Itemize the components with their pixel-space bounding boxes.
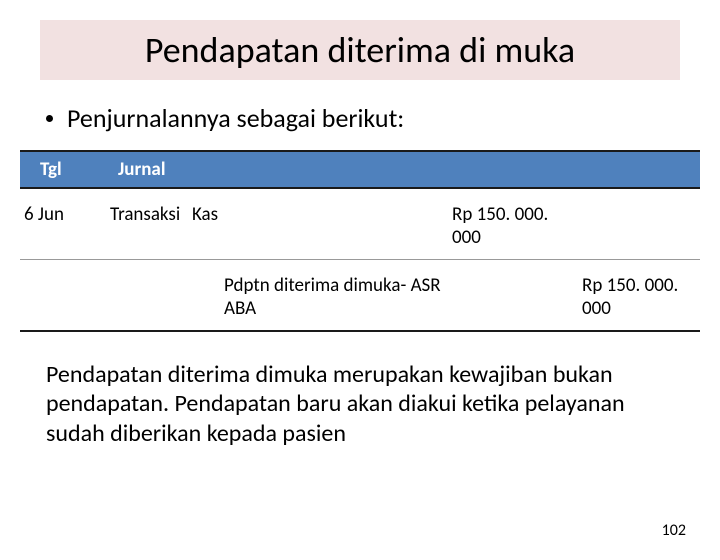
cell-date — [20, 270, 102, 324]
cell-account: Pdptn diterima dimuka- ASR ABA — [188, 270, 448, 324]
journal-table: Tgl Jurnal 6 Jun Transaksi Kas Rp 150. 0… — [20, 150, 700, 332]
table-row: Pdptn diterima dimuka- ASR ABA Rp 150. 0… — [20, 259, 700, 332]
col-header-date: Tgl — [20, 152, 102, 187]
cell-account: Kas — [188, 199, 448, 253]
body-paragraph: Pendapatan diterima dimuka merupakan kew… — [46, 360, 674, 448]
table-header-row: Tgl Jurnal — [20, 150, 700, 187]
cell-debit: Rp 150. 000. 000 — [448, 199, 578, 253]
cell-debit — [448, 270, 578, 324]
bullet-dot — [46, 115, 53, 122]
cell-date: 6 Jun — [20, 199, 102, 253]
page-number: 102 — [662, 521, 686, 540]
slide: Pendapatan diterima di muka Penjurnalann… — [0, 20, 720, 560]
table-row: 6 Jun Transaksi Kas Rp 150. 000. 000 — [20, 187, 700, 259]
slide-title: Pendapatan diterima di muka — [40, 20, 680, 80]
cell-credit — [578, 199, 700, 253]
bullet-text: Penjurnalannya sebagai berikut: — [67, 102, 404, 134]
cell-credit: Rp 150. 000. 000 — [578, 270, 700, 324]
col-header-journal: Jurnal — [102, 152, 700, 187]
cell-label — [102, 270, 188, 324]
cell-label: Transaksi — [102, 199, 188, 253]
bullet-line: Penjurnalannya sebagai berikut: — [46, 102, 674, 134]
